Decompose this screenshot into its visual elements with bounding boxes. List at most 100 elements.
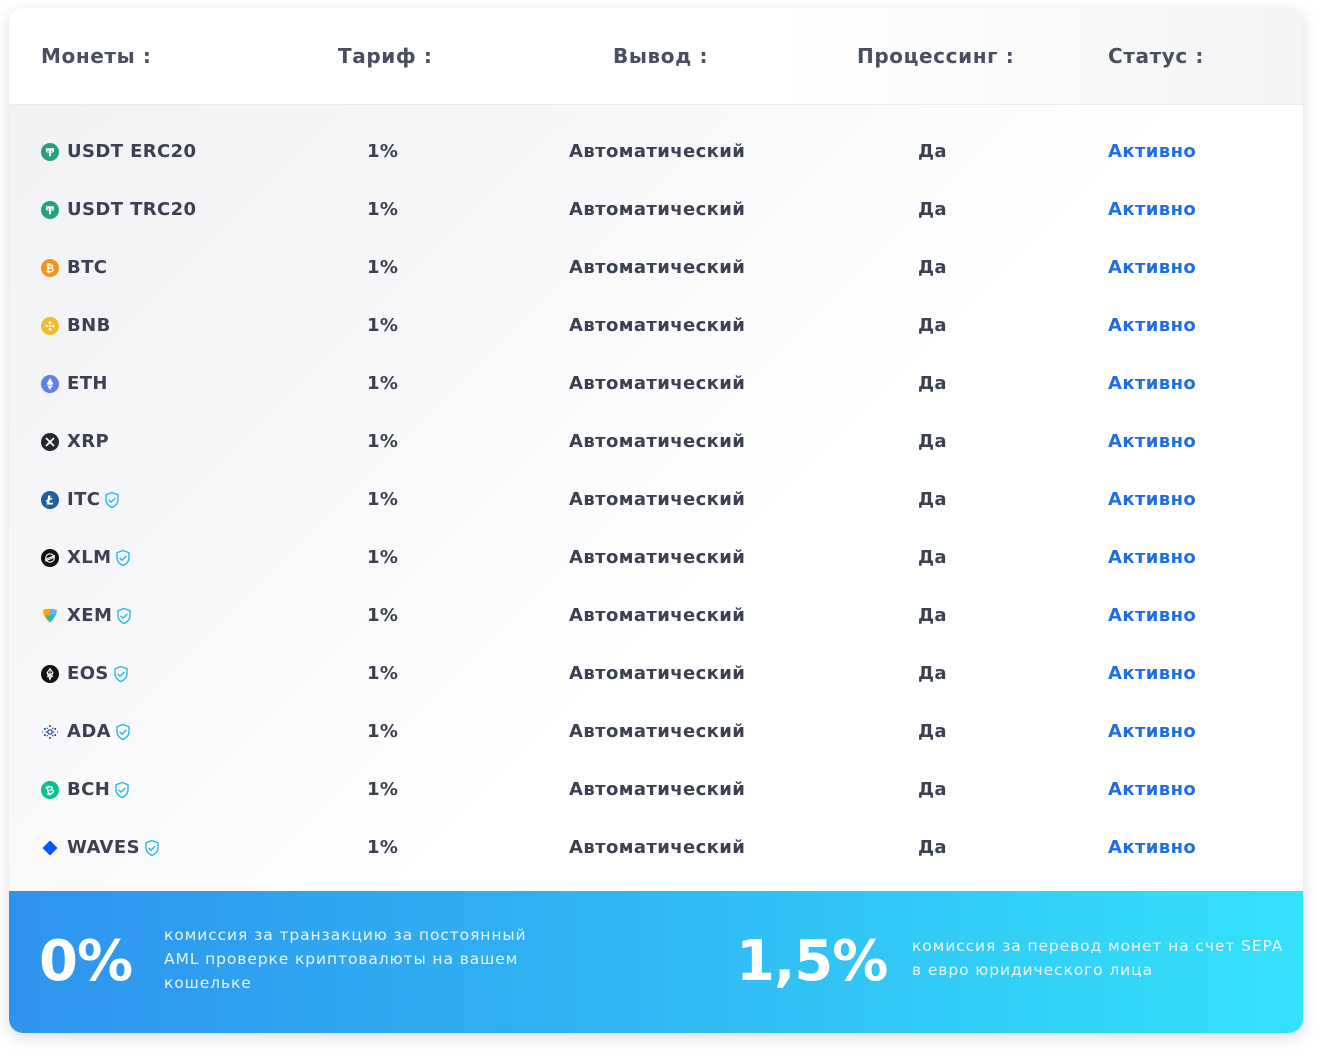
processing-cell: Да: [918, 257, 947, 278]
aml-shield-icon: [115, 723, 131, 741]
sepa-commission-value: 1,5%: [736, 929, 888, 994]
coin-name: XEM: [67, 605, 113, 626]
table-row: XEM 1% Автоматический Да Активно: [9, 586, 1303, 644]
coin-cell: ₿ BTC: [41, 257, 107, 279]
status-cell: Активно: [1108, 779, 1197, 800]
header-coins: Монеты :: [41, 44, 152, 68]
aml-commission-text: комиссия за транзакцию за постоянный AML…: [164, 926, 527, 992]
header-withdrawal: Вывод :: [613, 44, 709, 68]
rate-cell: 1%: [367, 605, 399, 626]
rate-cell: 1%: [367, 489, 399, 510]
status-cell: Активно: [1108, 257, 1197, 278]
coin-name: ADA: [67, 721, 112, 742]
rate-cell: 1%: [367, 721, 399, 742]
coin-cell: USDT ERC20: [41, 141, 196, 163]
coin-name: WAVES: [67, 837, 140, 858]
table-row: XLM 1% Автоматический Да Активно: [9, 528, 1303, 586]
status-cell: Активно: [1108, 199, 1197, 220]
xrp-icon: [41, 433, 59, 451]
rate-cell: 1%: [367, 315, 399, 336]
processing-cell: Да: [918, 199, 947, 220]
withdrawal-cell: Автоматический: [569, 431, 746, 452]
coin-name: USDT ERC20: [67, 141, 197, 162]
coin-cell: XEM: [41, 605, 132, 627]
status-cell: Активно: [1108, 663, 1197, 684]
status-cell: Активно: [1108, 547, 1197, 568]
litecoin-icon: Ł: [41, 491, 59, 509]
processing-cell: Да: [918, 315, 947, 336]
stellar-icon: [41, 549, 59, 567]
processing-cell: Да: [918, 663, 947, 684]
eos-icon: [41, 665, 59, 683]
aml-shield-icon: [104, 491, 120, 509]
table-row: EOS 1% Автоматический Да Активно: [9, 644, 1303, 702]
table-row: USDT ERC20 1% Автоматический Да Активно: [9, 122, 1303, 180]
aml-shield-icon: [115, 549, 131, 567]
coin-cell: Ł ITC: [41, 489, 120, 511]
withdrawal-cell: Автоматический: [569, 605, 746, 626]
svg-text:₿: ₿: [44, 783, 56, 798]
withdrawal-cell: Автоматический: [569, 489, 746, 510]
coin-name: ITC: [67, 489, 101, 510]
withdrawal-cell: Автоматический: [569, 721, 746, 742]
status-cell: Активно: [1108, 837, 1197, 858]
svg-text:₿: ₿: [45, 262, 54, 275]
table-row: ADA 1% Автоматический Да Активно: [9, 702, 1303, 760]
coin-cell: ETH: [41, 373, 108, 395]
withdrawal-cell: Автоматический: [569, 837, 746, 858]
processing-cell: Да: [918, 489, 947, 510]
status-cell: Активно: [1108, 431, 1197, 452]
coin-cell: ADA: [41, 721, 131, 743]
coin-name: XRP: [67, 431, 110, 452]
nem-icon: [41, 607, 59, 625]
table-header: Монеты : Тариф : Вывод : Процессинг : Ст…: [9, 8, 1303, 105]
table-row: ₿ BCH 1% Автоматический Да Активно: [9, 760, 1303, 818]
svg-text:Ł: Ł: [45, 494, 54, 508]
coin-name: EOS: [67, 663, 109, 684]
aml-shield-icon: [113, 665, 129, 683]
processing-cell: Да: [918, 721, 947, 742]
bnb-icon: [41, 317, 59, 335]
coin-name: XLM: [67, 547, 112, 568]
coins-table-card: Монеты : Тариф : Вывод : Процессинг : Ст…: [9, 8, 1303, 1033]
table-row: WAVES 1% Автоматический Да Активно: [9, 818, 1303, 876]
processing-cell: Да: [918, 837, 947, 858]
table-row: ETH 1% Автоматический Да Активно: [9, 354, 1303, 412]
ethereum-icon: [41, 375, 59, 393]
rate-cell: 1%: [367, 431, 399, 452]
withdrawal-cell: Автоматический: [569, 547, 746, 568]
aml-shield-icon: [116, 607, 132, 625]
table-row: BNB 1% Автоматический Да Активно: [9, 296, 1303, 354]
status-cell: Активно: [1108, 373, 1197, 394]
tether-icon: [41, 201, 59, 219]
coin-cell: ₿ BCH: [41, 779, 130, 801]
withdrawal-cell: Автоматический: [569, 373, 746, 394]
withdrawal-cell: Автоматический: [569, 141, 746, 162]
aml-commission-value: 0%: [39, 929, 133, 994]
rate-cell: 1%: [367, 257, 399, 278]
status-cell: Активно: [1108, 721, 1197, 742]
coin-cell: EOS: [41, 663, 129, 685]
bitcoin-icon: ₿: [41, 259, 59, 277]
withdrawal-cell: Автоматический: [569, 257, 746, 278]
coin-name: ETH: [67, 373, 108, 394]
withdrawal-cell: Автоматический: [569, 199, 746, 220]
status-cell: Активно: [1108, 141, 1197, 162]
aml-shield-icon: [114, 781, 130, 799]
processing-cell: Да: [918, 431, 947, 452]
status-cell: Активно: [1108, 605, 1197, 626]
withdrawal-cell: Автоматический: [569, 779, 746, 800]
coin-cell: USDT TRC20: [41, 199, 196, 221]
processing-cell: Да: [918, 779, 947, 800]
coin-cell: BNB: [41, 315, 111, 337]
status-cell: Активно: [1108, 489, 1197, 510]
coin-name: BTC: [67, 257, 108, 278]
waves-icon: [41, 839, 59, 857]
coin-cell: XLM: [41, 547, 131, 569]
aml-shield-icon: [144, 839, 160, 857]
header-processing: Процессинг :: [857, 44, 1015, 68]
coin-name: USDT TRC20: [67, 199, 197, 220]
processing-cell: Да: [918, 141, 947, 162]
rate-cell: 1%: [367, 141, 399, 162]
table-row: XRP 1% Автоматический Да Активно: [9, 412, 1303, 470]
